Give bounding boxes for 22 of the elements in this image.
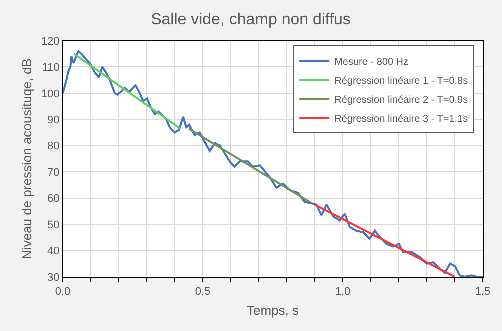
legend-label: Mesure - 800 Hz xyxy=(334,57,409,68)
chart-title: Salle vide, champ non diffus xyxy=(151,11,351,28)
x-tick-label: 0,0 xyxy=(55,286,71,298)
y-tick-label: 120 xyxy=(41,36,60,48)
legend-label: Régression linéaire 2 - T=0.9s xyxy=(334,95,468,106)
x-tick-label: 0,5 xyxy=(195,286,211,298)
y-tick-label: 50 xyxy=(48,219,60,232)
x-tick-label: 1,5 xyxy=(475,286,491,298)
y-tick-label: 90 xyxy=(48,114,60,127)
y-axis-title: Niveau de pression acousituqe, dB xyxy=(19,58,34,260)
legend-label: Régression linéaire 1 - T=0.8s xyxy=(334,76,468,88)
line-series xyxy=(63,50,483,277)
y-tick-label: 40 xyxy=(48,246,60,258)
y-tick-label: 110 xyxy=(42,62,60,74)
y-tick-label: 70 xyxy=(48,166,60,179)
y-tick-label: 60 xyxy=(48,193,60,206)
y-tick-label: 100 xyxy=(41,88,60,100)
x-tick-label: 1,0 xyxy=(335,286,351,298)
legend-label: Régression linéaire 3 - T=1.1s xyxy=(334,114,468,126)
y-tick-label: 80 xyxy=(48,140,60,153)
x-axis-title: Temps, s xyxy=(246,302,300,318)
y-tick-label: 30 xyxy=(48,272,60,284)
